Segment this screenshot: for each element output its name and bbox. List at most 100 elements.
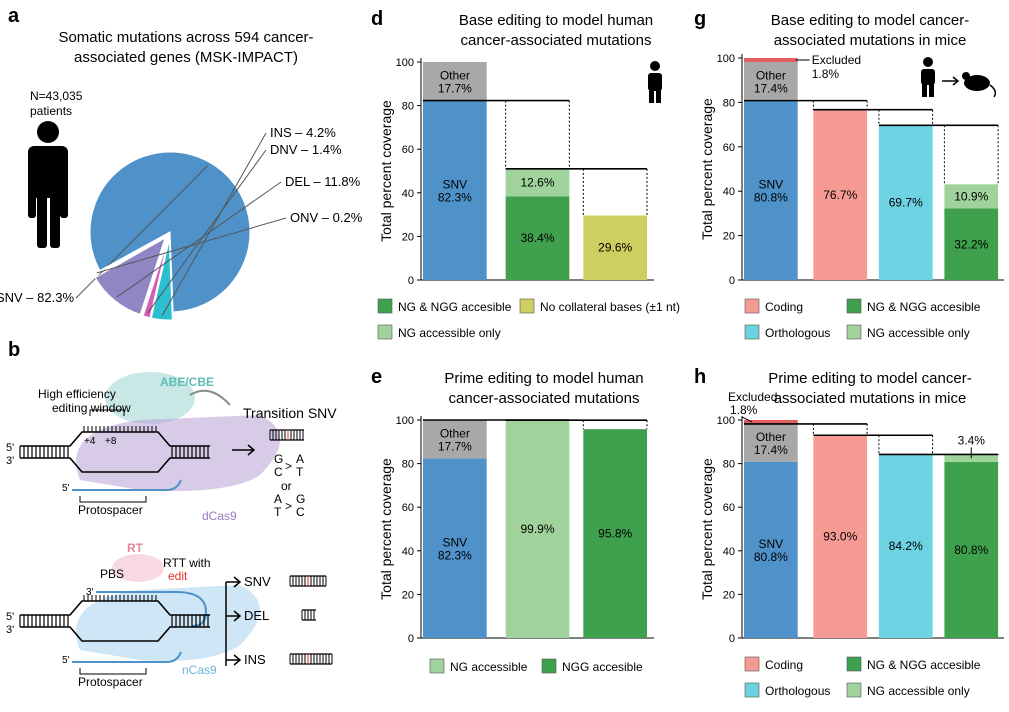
transition-gt-1: > bbox=[285, 459, 292, 473]
chart-h-title-line2: associated mutations in mice bbox=[774, 390, 967, 407]
protospacer2-bracket bbox=[79, 668, 147, 675]
pbs-label: PBS bbox=[100, 567, 124, 581]
bar-h-4-ng_ngg-label: 80.8% bbox=[954, 543, 988, 557]
chart-h-y-tick-label: 40 bbox=[723, 546, 735, 558]
bar-h-1-snv-label: 80.8% bbox=[754, 550, 788, 564]
person-icon bbox=[929, 83, 934, 97]
pie-slice-snv bbox=[89, 151, 251, 313]
person-icon bbox=[922, 83, 927, 97]
bar-h-2-coding-label: 93.0% bbox=[823, 530, 857, 544]
ncas9-protein bbox=[76, 585, 260, 661]
prime-outcome-arrows bbox=[225, 576, 242, 666]
arrow-icon bbox=[942, 76, 960, 86]
transition-a: A bbox=[296, 452, 304, 466]
panel-h: h Prime editing to model cancer-associate… bbox=[694, 366, 1004, 698]
mouse-icon bbox=[989, 84, 997, 98]
chart-e-title-line1: Prime editing to model human bbox=[444, 370, 643, 387]
chart-h-y-tick-label: 60 bbox=[723, 502, 735, 514]
bar-d-2-ng_ngg-label: 38.4% bbox=[520, 231, 554, 245]
ncas9-label: nCas9 bbox=[182, 663, 217, 677]
legend-h-swatch-orthologous bbox=[744, 682, 760, 698]
legend-d-label-ng_only: NG accessible only bbox=[398, 326, 501, 340]
legend-e-label-ng_only: NG accessible bbox=[450, 660, 528, 674]
chart-e-y-tick-label: 0 bbox=[408, 633, 414, 645]
chart-d-y-tick-label: 60 bbox=[402, 144, 414, 156]
legend-d-label-collateral: No collateral bases (±1 nt) bbox=[540, 300, 680, 314]
bar-h-1-other-label: 17.4% bbox=[754, 443, 788, 457]
pie-label-ins: INS – 4.2% bbox=[270, 125, 336, 140]
protospacer-label: Protospacer bbox=[78, 503, 143, 517]
transition-a2: A bbox=[274, 492, 282, 506]
bar-d-1-snv-label: SNV bbox=[442, 177, 467, 191]
chart-d-title-line1: Base editing to model human bbox=[459, 12, 653, 29]
chart-e-title-line2: cancer-associated mutations bbox=[449, 390, 640, 407]
transition-g2: G bbox=[296, 492, 305, 506]
mouse-icon bbox=[962, 72, 970, 80]
bar-d-1-other bbox=[423, 62, 487, 101]
transition-dna-icon bbox=[269, 429, 304, 441]
transition-c2: C bbox=[296, 505, 305, 519]
legend-g-label-ng_ngg: NG & NGG accesible bbox=[867, 300, 981, 314]
bar-e-1-snv-label: SNV bbox=[442, 535, 467, 549]
outcome-del: DEL bbox=[244, 608, 269, 623]
excluded-label: Excluded bbox=[728, 390, 777, 404]
guide2-5prime: 5' bbox=[62, 655, 70, 666]
chart-g-y-tick-label: 60 bbox=[723, 142, 735, 154]
rtt-label: RTT with bbox=[163, 556, 211, 570]
bar-e-1-snv bbox=[423, 458, 487, 638]
bar-g-4-ng_ngg-label: 32.2% bbox=[954, 237, 988, 251]
chart-e-y-tick-label: 80 bbox=[402, 459, 414, 471]
transition-t2: T bbox=[274, 505, 282, 519]
legend-g-label-coding: Coding bbox=[765, 300, 803, 314]
bar-h-2-coding bbox=[813, 435, 868, 638]
legend-g-swatch-coding bbox=[744, 298, 760, 314]
bar-g-1-snv-label: 80.8% bbox=[754, 190, 788, 204]
bar-d-2-ng_only bbox=[505, 168, 570, 197]
chart-d-y-tick-label: 100 bbox=[396, 57, 414, 69]
chart-d-y-tick-label: 0 bbox=[408, 275, 414, 287]
legend-h-swatch-ng_only bbox=[846, 682, 862, 698]
chart-d-y-tick-label: 20 bbox=[402, 231, 414, 243]
pie-leader-dnv bbox=[147, 149, 267, 314]
bar-g-4-ng_only-label: 10.9% bbox=[954, 189, 988, 203]
protospacer2-label: Protospacer bbox=[78, 675, 143, 689]
bar-g-1-other-label: Other bbox=[756, 68, 786, 82]
legend-d-label-ng_ngg: NG & NGG accesible bbox=[398, 300, 512, 314]
chart-h-title-line1: Prime editing to model cancer- bbox=[768, 370, 971, 387]
bar-g-1-snv bbox=[744, 100, 798, 281]
chart-e-y-tick-label: 100 bbox=[396, 415, 414, 427]
protospacer-bracket bbox=[79, 496, 147, 503]
bar-e-2-ng_only-label: 99.9% bbox=[520, 522, 554, 536]
chart-d-y-label: Total percent coverage bbox=[378, 100, 394, 242]
panel-d: d Base editing to model human cancer-assoc… bbox=[371, 8, 680, 340]
dna-rungs bbox=[19, 615, 209, 627]
legend-h-label-orthologous: Orthologous bbox=[765, 684, 830, 698]
pie-label-dnv: DNV – 1.4% bbox=[270, 142, 342, 157]
dna2-3prime: 3' bbox=[6, 624, 14, 636]
dna-rungs bbox=[19, 446, 209, 458]
legend-h-swatch-coding bbox=[744, 656, 760, 672]
legend-g-swatch-ng_ngg bbox=[846, 298, 862, 314]
person-icon bbox=[649, 88, 654, 103]
dna-5prime: 5' bbox=[6, 442, 14, 454]
bar-g-1-excluded bbox=[744, 58, 798, 62]
pie-leader-onv bbox=[96, 217, 287, 274]
excluded-label: Excluded bbox=[812, 53, 861, 67]
pegrna bbox=[96, 591, 208, 627]
bar-d-2-ng_ngg bbox=[505, 196, 570, 280]
pos-8: +8 bbox=[105, 436, 117, 447]
legend-h-label-ng_only: NG accessible only bbox=[867, 684, 970, 698]
chart-e-y-tick-label: 60 bbox=[402, 502, 414, 514]
chart-h-y-tick-label: 100 bbox=[717, 415, 735, 427]
transition-or: or bbox=[281, 479, 292, 493]
panel-a-title-line1: Somatic mutations across 594 cancer- bbox=[58, 29, 313, 46]
dna-3prime: 3' bbox=[6, 455, 14, 467]
bar-e-1-other-label: Other bbox=[440, 426, 470, 440]
chart-g-y-tick-label: 0 bbox=[729, 275, 735, 287]
dna-strand-bottom bbox=[20, 626, 210, 642]
chart-g-y-tick-label: 40 bbox=[723, 186, 735, 198]
bar-g-3-orthologous-label: 69.7% bbox=[889, 196, 923, 210]
bar-e-2-ng_only bbox=[505, 420, 570, 638]
patients-label: patients bbox=[30, 104, 72, 118]
